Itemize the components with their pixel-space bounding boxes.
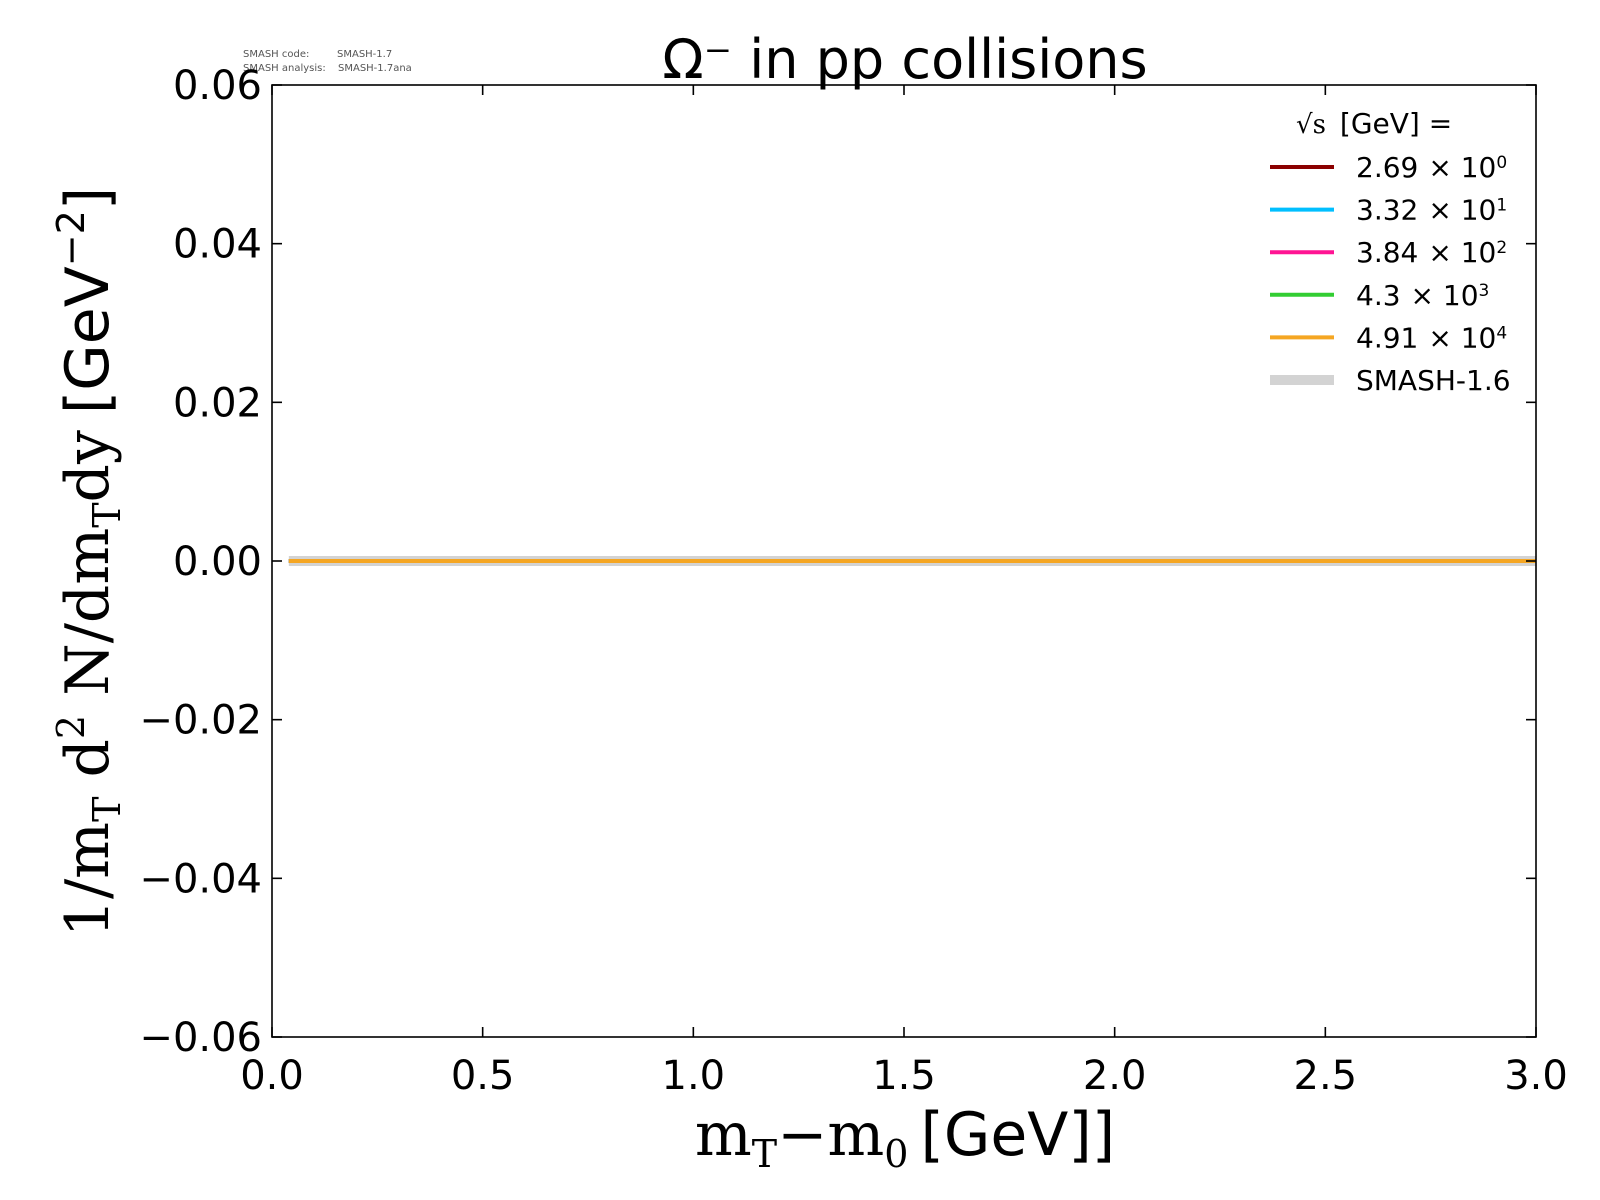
y-tick-label: 0.06 [173,63,262,109]
ticks-layer [271,84,1537,1038]
legend-label-0: 2.69 × 100 [1356,151,1507,184]
x-axis-label: mT−m0 [GeV]] [695,1100,1115,1176]
y-tick-label: 0.04 [173,222,262,268]
legend: √s [GeV] = 2.69 × 100 3.32 × 101 3.84 × 102 4.3… [1270,107,1511,397]
legend-label-5: SMASH-1.6 [1356,364,1511,397]
legend-label-1: 3.32 × 101 [1356,194,1507,227]
x-tick-label: 3.0 [1504,1053,1568,1099]
legend-label-4: 4.91 × 104 [1356,321,1507,354]
x-tick-label: 1.5 [872,1053,936,1099]
y-tick-label: 0.02 [173,380,262,426]
smash-code-label: SMASH code: [243,49,309,60]
x-tick-labels: 0.0 0.5 1.0 1.5 2.0 2.5 3.0 [240,1053,1568,1099]
smash-analysis-label: SMASH analysis: [243,63,326,74]
smash-analysis-value: SMASH-1.7ana [338,63,412,74]
x-tick-label: 2.0 [1083,1053,1147,1099]
x-tick-label: 0.5 [451,1053,515,1099]
y-tick-label: 0.00 [173,539,262,585]
smash-code-value: SMASH-1.7 [337,49,392,60]
x-tick-label: 2.5 [1294,1053,1358,1099]
legend-label-3: 4.3 × 103 [1356,279,1489,312]
y-axis-label: 1/mT d2 N/dmTdy[GeV−2] [49,187,129,937]
legend-entries: 2.69 × 100 3.32 × 101 3.84 × 102 4.3 × 103 4.91 ×… [1270,151,1511,397]
y-tick-labels: −0.06 −0.04 −0.02 0.00 0.02 0.04 0.06 [139,63,262,1061]
y-tick-label: −0.06 [139,1015,262,1061]
chart-title: Ω⁻ in pp collisions [662,28,1147,91]
x-tick-label: 1.0 [662,1053,726,1099]
legend-title: √s [GeV] = [1296,107,1452,140]
x-tick-label: 0.0 [240,1053,304,1099]
legend-label-2: 3.84 × 102 [1356,236,1507,269]
y-tick-label: −0.04 [139,856,262,902]
y-tick-label: −0.02 [139,698,262,744]
